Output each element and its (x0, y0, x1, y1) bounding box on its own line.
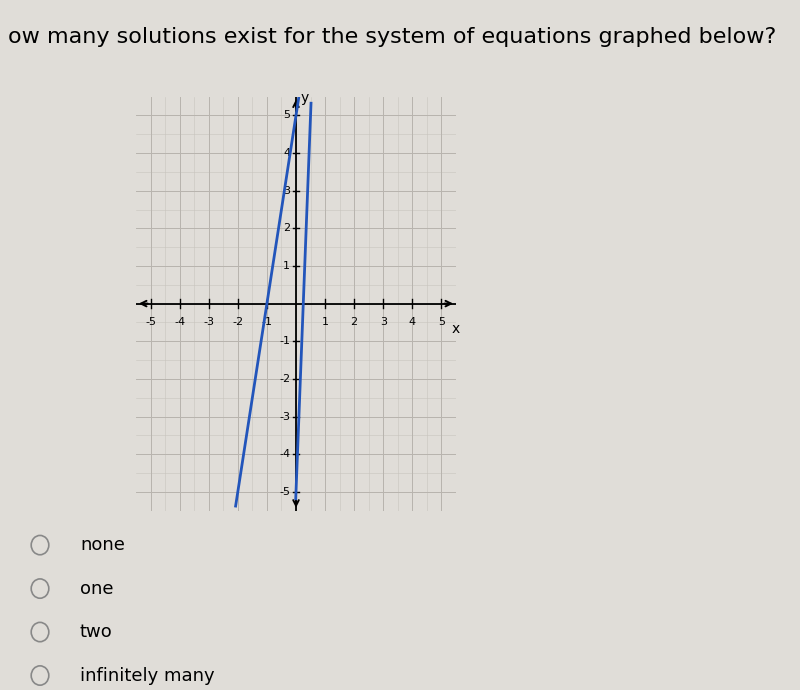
Text: 4: 4 (283, 148, 290, 158)
Text: 2: 2 (350, 317, 358, 327)
Text: 3: 3 (283, 186, 290, 196)
Text: ow many solutions exist for the system of equations graphed below?: ow many solutions exist for the system o… (8, 28, 776, 47)
Text: -4: -4 (279, 449, 290, 459)
Text: 2: 2 (283, 224, 290, 233)
Text: 5: 5 (283, 110, 290, 121)
Text: 5: 5 (438, 317, 445, 327)
Text: -1: -1 (279, 336, 290, 346)
Text: one: one (80, 580, 114, 598)
Text: -3: -3 (279, 411, 290, 422)
Text: y: y (300, 92, 309, 106)
Text: -4: -4 (174, 317, 185, 327)
Text: infinitely many: infinitely many (80, 667, 214, 684)
Text: -5: -5 (145, 317, 156, 327)
Text: -2: -2 (279, 374, 290, 384)
Text: 3: 3 (380, 317, 386, 327)
Text: two: two (80, 623, 113, 641)
Text: 1: 1 (283, 261, 290, 271)
Text: none: none (80, 536, 125, 554)
Text: x: x (452, 322, 460, 337)
Text: -1: -1 (262, 317, 273, 327)
Text: -3: -3 (203, 317, 214, 327)
Text: -2: -2 (232, 317, 243, 327)
Text: 4: 4 (409, 317, 416, 327)
Text: 1: 1 (322, 317, 329, 327)
Text: -5: -5 (279, 486, 290, 497)
